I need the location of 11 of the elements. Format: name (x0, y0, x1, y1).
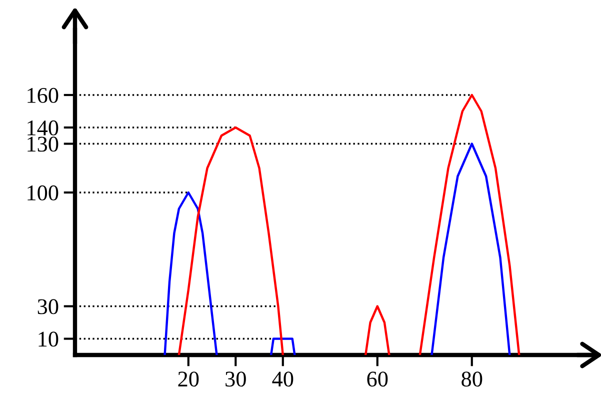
y-tick-label: 140 (28, 120, 58, 136)
x-tick-label: 40 (272, 372, 294, 387)
y-tick-label: 10 (38, 332, 58, 347)
y-tick-label: 160 (28, 88, 58, 103)
x-tick-label: 20 (178, 372, 199, 387)
x-tick-label: 80 (462, 372, 482, 387)
y-tick-label: 130 (28, 136, 58, 152)
y-tick-label: 30 (38, 299, 58, 314)
x-tick-label: 60 (367, 372, 388, 387)
x-tick-label: 30 (226, 372, 246, 387)
y-tick-label: 100 (28, 185, 58, 200)
